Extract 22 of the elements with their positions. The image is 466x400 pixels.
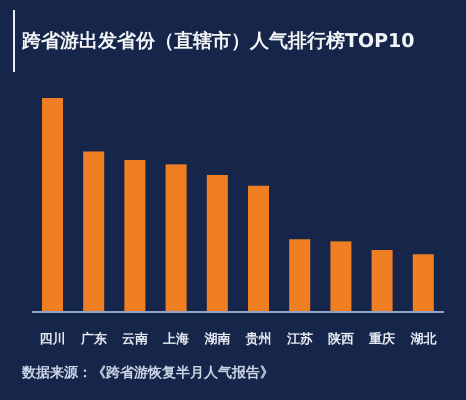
bar: [289, 239, 310, 312]
x-tick-label: 江苏: [286, 332, 313, 348]
bar: [83, 152, 104, 312]
bar: [248, 186, 269, 312]
x-tick-label: 湖北: [409, 332, 438, 348]
bar: [330, 241, 352, 312]
x-tick-label: 广东: [80, 331, 107, 348]
bar: [412, 254, 434, 312]
chart-title: 跨省游出发省份（直辖市）人气排行榜TOP10: [22, 29, 414, 54]
bar: [372, 250, 393, 312]
bar: [124, 160, 146, 312]
x-tick-label: 湖南: [203, 332, 230, 348]
x-tick-label: 上海: [162, 332, 190, 348]
x-tick-label: 贵州: [244, 331, 272, 348]
bar: [206, 175, 228, 312]
bar: [166, 164, 187, 312]
x-tick-label: 云南: [122, 332, 148, 348]
x-tick-label: 陕西: [328, 332, 354, 348]
x-tick-label: 重庆: [368, 331, 396, 348]
x-tick-label: 四川: [40, 332, 66, 348]
source-note: 数据来源：《跨省游恢复半月人气报告》: [22, 364, 274, 382]
bar: [42, 98, 63, 312]
